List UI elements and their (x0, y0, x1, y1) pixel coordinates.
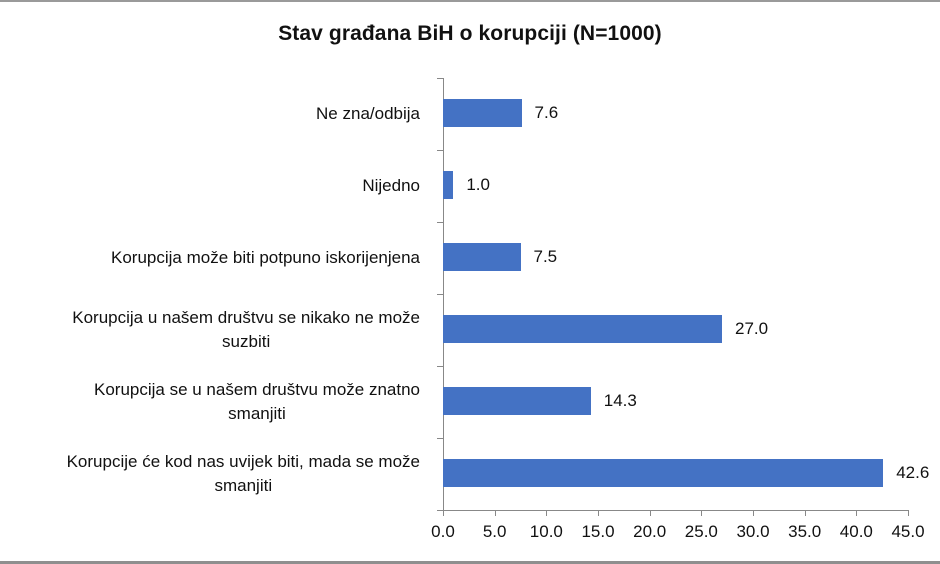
x-axis-line (443, 510, 909, 511)
bar-value-label: 14.3 (603, 391, 637, 410)
y-tick (437, 294, 443, 295)
x-tick (856, 510, 858, 516)
x-tick-label: 0.0 (431, 522, 455, 541)
x-tick-label: 5.0 (482, 522, 507, 541)
x-tick-label: 10.0 (529, 522, 563, 541)
bar-value-label: 42.6 (896, 463, 930, 482)
chart-title: Stav građana BiH o korupciji (N=1000) (278, 22, 662, 45)
category-label: Nijedno (362, 176, 420, 195)
x-tick-label: 25.0 (684, 522, 718, 541)
bar (443, 243, 521, 271)
frame-bottom-border (0, 561, 940, 564)
bar-value-label: 7.5 (533, 247, 558, 266)
category-label: Korupcija u našem društvu se nikako ne m… (72, 308, 420, 351)
x-tick-label: 40.0 (839, 522, 873, 541)
bar-value-label: 27.0 (735, 319, 769, 338)
x-tick (443, 510, 444, 516)
x-tick (753, 510, 754, 516)
bar (443, 459, 884, 487)
x-tick (908, 510, 909, 516)
x-tick (701, 510, 703, 516)
x-tick-label: 20.0 (633, 522, 667, 541)
y-tick (437, 222, 443, 223)
y-tick (437, 150, 443, 151)
bar (443, 387, 591, 415)
y-axis-line (443, 78, 444, 510)
category-label: Korupcija se u našem društvu može znatno… (93, 380, 420, 423)
x-tick (598, 510, 599, 516)
frame-top-border (0, 0, 940, 2)
y-tick (437, 78, 443, 79)
bar (443, 99, 522, 127)
bar (443, 315, 722, 343)
x-tick (649, 510, 651, 516)
bar-value-label: 1.0 (466, 175, 490, 194)
y-tick (437, 438, 443, 439)
y-tick (437, 366, 443, 367)
bar (443, 171, 454, 199)
category-label: Korupcije će kod nas uvijek biti, mada s… (66, 452, 420, 495)
x-tick (494, 510, 496, 516)
y-tick (437, 510, 443, 511)
category-label: Ne zna/odbija (316, 104, 420, 123)
x-tick (546, 510, 548, 516)
x-tick (804, 510, 806, 516)
x-tick-label: 35.0 (788, 522, 822, 541)
x-tick-label: 45.0 (891, 522, 925, 541)
category-label: Korupcija može biti potpuno iskorijenjen… (110, 248, 420, 267)
x-tick-label: 15.0 (581, 522, 615, 541)
bar-value-label: 7.6 (534, 103, 559, 122)
x-tick-label: 30.0 (736, 522, 770, 541)
